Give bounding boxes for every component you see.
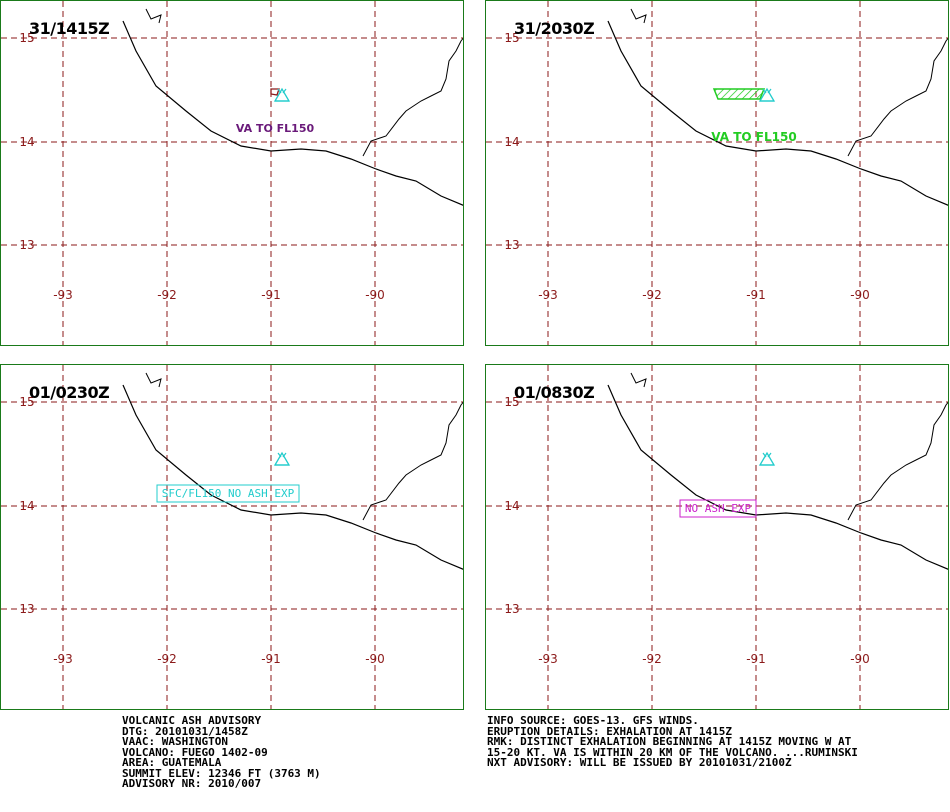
advisory-details-block: INFO SOURCE: GOES-13. GFS WINDS. ERUPTIO… <box>487 714 858 769</box>
coastline <box>362 401 463 521</box>
advisory-line: 15-20 KT. VA IS WITHIN 20 KM OF THE VOLC… <box>487 745 858 759</box>
latitude-label: 13 <box>19 602 34 616</box>
longitude-label: -92 <box>642 652 662 666</box>
advisory-line: AREA: GUATEMALA <box>122 756 222 769</box>
longitude-label: -91 <box>261 652 281 666</box>
coastline <box>145 372 162 388</box>
latitude-label: 14 <box>504 499 519 513</box>
longitude-label: -91 <box>261 288 281 302</box>
map-canvas: -93 -92 -91 -90 15 14 13 NO ASH EXP <box>486 365 948 709</box>
ash-forecast-label: VA TO FL150 <box>236 122 315 135</box>
longitude-label: -92 <box>642 288 662 302</box>
panel-time-label: 31/2030Z <box>514 19 595 38</box>
map-canvas: -93 -92 -91 -90 15 14 13 SFC/FL150 NO ASH EXP <box>1 365 463 709</box>
latitude-label: 15 <box>504 31 519 45</box>
advisory-line: SUMMIT ELEV: 12346 FT (3763 M) <box>122 766 321 780</box>
coastline <box>630 8 647 24</box>
longitude-label: -92 <box>157 288 177 302</box>
volcano-icon <box>273 87 291 102</box>
ash-forecast-label: NO ASH EXP <box>685 502 752 515</box>
latitude-label: 14 <box>504 135 519 149</box>
map-panel-4: -93 -92 -91 -90 15 14 13 NO ASH EXP 01/0830Z <box>485 364 949 710</box>
longitude-label: -90 <box>365 288 385 302</box>
longitude-label: -93 <box>53 288 73 302</box>
ash-area-outline <box>270 88 280 96</box>
volcano-icon <box>758 451 776 466</box>
latitude-label: 14 <box>19 135 34 149</box>
ash-forecast-label: SFC/FL150 NO ASH EXP <box>162 487 295 500</box>
advisory-line: ADVISORY NR: 2010/007 <box>122 777 262 790</box>
longitude-label: -93 <box>538 288 558 302</box>
longitude-label: -91 <box>746 652 766 666</box>
ash-label-box <box>156 484 300 503</box>
advisory-line: VOLCANO: FUEGO 1402-09 <box>122 745 268 759</box>
map-canvas: -93 -92 -91 -90 15 14 13 VA TO FL150 <box>486 1 948 345</box>
latitude-label: 13 <box>504 602 519 616</box>
coastline <box>847 37 948 157</box>
advisory-line: VOLCANIC ASH ADVISORY <box>122 714 262 727</box>
latitude-label: 15 <box>504 395 519 409</box>
latitude-label: 15 <box>19 31 34 45</box>
ash-label-box <box>679 499 757 518</box>
longitude-label: -90 <box>365 652 385 666</box>
panel-time-label: 31/1415Z <box>29 19 110 38</box>
panel-time-label: 01/0830Z <box>514 383 595 402</box>
longitude-label: -92 <box>157 652 177 666</box>
longitude-label: -91 <box>746 288 766 302</box>
advisory-line: INFO SOURCE: GOES-13. GFS WINDS. <box>487 714 699 727</box>
coastline <box>630 372 647 388</box>
longitude-label: -90 <box>850 288 870 302</box>
advisory-line: ERUPTION DETAILS: EXHALATION AT 1415Z <box>487 724 733 738</box>
latitude-label: 15 <box>19 395 34 409</box>
coastline <box>607 20 948 206</box>
longitude-label: -90 <box>850 652 870 666</box>
latitude-label: 13 <box>504 238 519 252</box>
latitude-label: 13 <box>19 238 34 252</box>
longitude-label: -93 <box>538 652 558 666</box>
map-canvas: -93 -92 -91 -90 15 14 13 VA TO FL150 <box>1 1 463 345</box>
panel-time-label: 01/0230Z <box>29 383 110 402</box>
map-panel-2: -93 -92 -91 -90 15 14 13 VA TO FL150 31/2030Z <box>485 0 949 346</box>
coastline <box>122 20 463 206</box>
volcano-icon <box>273 451 291 466</box>
coastline <box>607 384 948 570</box>
advisory-line: VAAC: WASHINGTON <box>122 735 228 748</box>
coastline <box>145 8 162 24</box>
latitude-label: 14 <box>19 499 34 513</box>
map-panel-3: -93 -92 -91 -90 15 14 13 SFC/FL150 NO ASH EXP 0… <box>0 364 464 710</box>
ash-forecast-label: VA TO FL150 <box>711 130 796 144</box>
advisory-line: RMK: DISTINCT EXHALATION BEGINNING AT 14… <box>487 735 852 748</box>
map-panel-1: -93 -92 -91 -90 15 14 13 VA TO FL150 31/1415Z <box>0 0 464 346</box>
coastline <box>362 37 463 157</box>
coastline <box>847 401 948 521</box>
advisory-header-block: VOLCANIC ASH ADVISORY DTG: 20101031/1458… <box>122 714 321 790</box>
advisory-line: DTG: 20101031/1458Z <box>122 724 248 738</box>
longitude-label: -93 <box>53 652 73 666</box>
coastline <box>122 384 463 570</box>
advisory-line: NXT ADVISORY: WILL BE ISSUED BY 20101031… <box>487 756 792 769</box>
volcano-icon <box>758 87 776 102</box>
ash-area-hatched <box>712 88 766 100</box>
